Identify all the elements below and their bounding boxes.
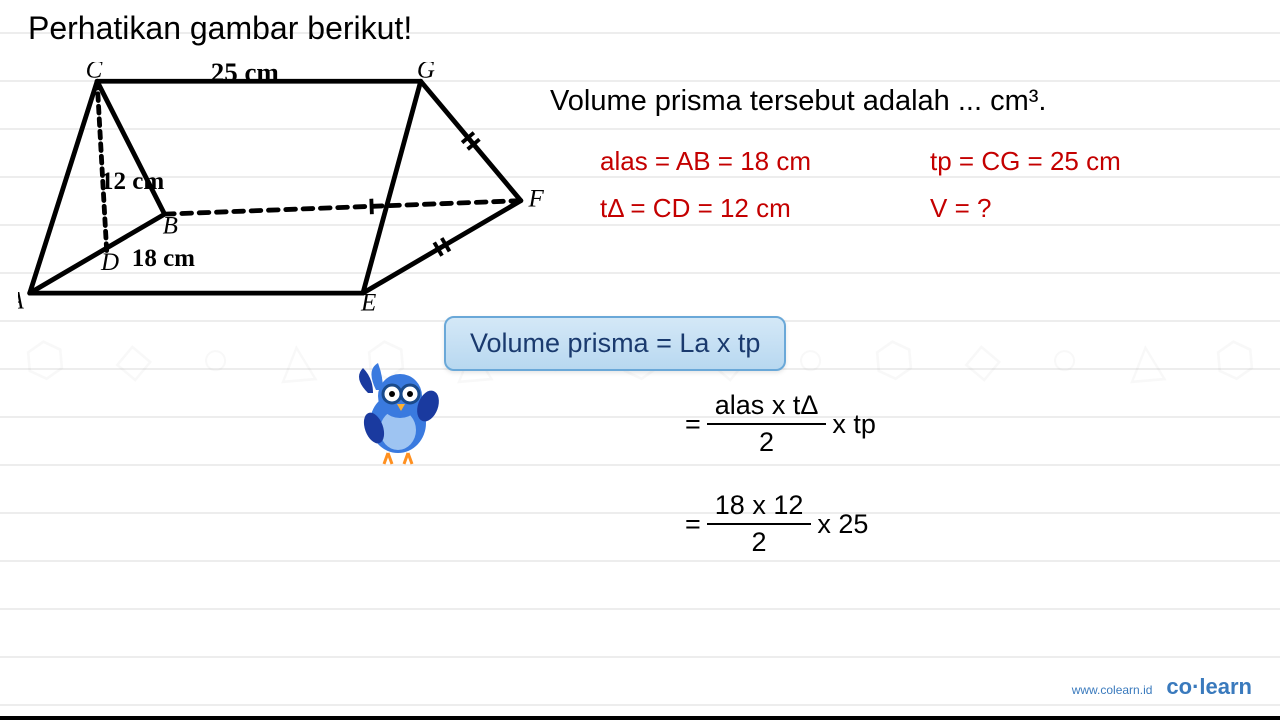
svg-text:C: C <box>86 62 103 83</box>
step1-after: x tp <box>832 409 876 440</box>
equals-sign: = <box>685 509 701 540</box>
page-title: Perhatikan gambar berikut! <box>28 10 412 47</box>
svg-text:A: A <box>18 288 25 315</box>
given-alas: alas = AB = 18 cm <box>600 138 930 185</box>
footer-url: www.colearn.id <box>1072 683 1153 697</box>
svg-text:D: D <box>100 249 119 276</box>
step2-denominator: 2 <box>707 525 812 558</box>
svg-text:12 cm: 12 cm <box>101 168 164 195</box>
prism-diagram: A C B D E G F 25 cm 12 cm 18 cm <box>18 62 548 322</box>
equals-sign: = <box>685 409 701 440</box>
footer-logo: co·learn <box>1166 674 1252 700</box>
svg-text:G: G <box>417 62 435 83</box>
svg-text:B: B <box>163 212 178 239</box>
calculation-step-1: = alas x tΔ 2 x tp <box>685 390 876 458</box>
step1-denominator: 2 <box>707 425 827 458</box>
given-t-triangle: tΔ = CD = 12 cm <box>600 185 930 232</box>
step1-numerator: alas x tΔ <box>707 390 827 425</box>
svg-text:F: F <box>528 185 545 212</box>
formula-bubble: Volume prisma = La x tp <box>444 316 786 371</box>
svg-text:18 cm: 18 cm <box>132 245 195 272</box>
footer: www.colearn.id co·learn <box>1072 674 1252 700</box>
question-text: Volume prisma tersebut adalah ... cm³. <box>550 85 1046 118</box>
given-tp: tp = CG = 25 cm <box>930 138 1121 185</box>
calculation-step-2: = 18 x 12 2 x 25 <box>685 490 868 558</box>
step2-numerator: 18 x 12 <box>707 490 812 525</box>
bottom-border <box>0 716 1280 720</box>
step2-after: x 25 <box>817 509 868 540</box>
given-v: V = ? <box>930 185 991 232</box>
given-values: alas = AB = 18 cm tp = CG = 25 cm tΔ = C… <box>600 138 1121 232</box>
svg-text:25 cm: 25 cm <box>211 62 279 87</box>
svg-text:E: E <box>360 289 376 316</box>
mascot-bird-icon <box>348 358 448 468</box>
